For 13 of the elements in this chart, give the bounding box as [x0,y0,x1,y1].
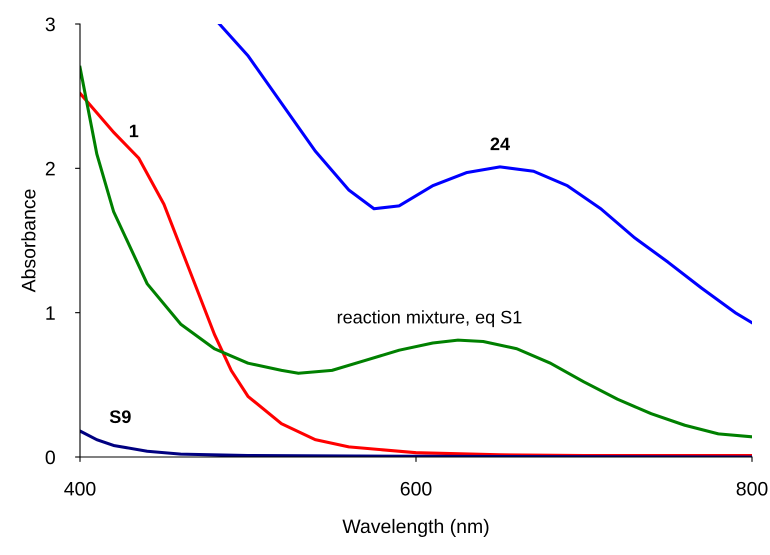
x-tick-label: 400 [64,482,96,496]
series-label: S9 [110,410,131,424]
series-label: 24 [490,138,510,150]
x-tick-label: 800 [736,482,768,496]
x-tick-label: 600 [400,482,432,496]
x-axis-title: Wavelength (nm) [342,518,488,537]
series-label: reaction mixture, eq S1 [338,310,522,328]
y-tick-label: 3 [46,17,55,32]
y-tick-label: 1 [46,306,55,320]
y-axis-title: Absorbance [21,189,36,292]
series-label: 1 [130,124,138,138]
y-tick-label: 0 [46,450,55,464]
y-tick-label: 2 [46,162,55,176]
